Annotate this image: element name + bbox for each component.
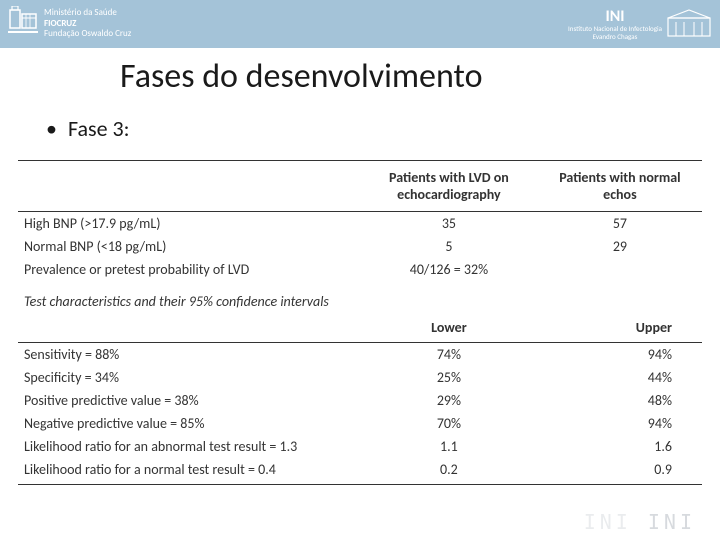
row-val: 40/126 = 32% xyxy=(360,258,538,281)
header-blank xyxy=(18,161,360,212)
page-title: Fases do desenvolvimento xyxy=(120,56,720,97)
row-val: 44% xyxy=(538,366,702,389)
row-val xyxy=(538,258,702,281)
row-label: Likelihood ratio for a normal test resul… xyxy=(18,458,360,485)
data-table: Patients with LVD on echocardiography Pa… xyxy=(18,160,702,485)
row-label: Specificity = 34% xyxy=(18,366,360,389)
ini-line: INI xyxy=(568,8,662,26)
ini-logo-icon xyxy=(666,8,712,40)
row-val: 74% xyxy=(360,343,538,367)
row-val: 0.9 xyxy=(538,458,702,485)
bullet-dot-icon: • xyxy=(46,115,57,142)
row-label: High BNP (>17.9 pg/mL) xyxy=(18,212,360,236)
table-row: Normal BNP (<18 pg/mL) 5 29 xyxy=(18,235,702,258)
chagas-line: Evandro Chagas xyxy=(568,33,662,41)
table-row: Sensitivity = 88% 74% 94% xyxy=(18,343,702,367)
row-label: Normal BNP (<18 pg/mL) xyxy=(18,235,360,258)
ministry-line: Ministério da Saúde xyxy=(44,8,131,19)
row-label: Positive predictive value = 38% xyxy=(18,389,360,412)
header-left-text: Ministério da Saúde FIOCRUZ Fundação Osw… xyxy=(44,8,131,40)
row-val: 1.1 xyxy=(360,435,538,458)
header-right-text: INI Instituto Nacional de Infectologia E… xyxy=(568,8,662,41)
row-val: 70% xyxy=(360,412,538,435)
header-normal: Patients with normal echos xyxy=(538,161,702,212)
row-val: 57 xyxy=(538,212,702,236)
table-row: Likelihood ratio for an abnormal test re… xyxy=(18,435,702,458)
section-heading-row: Test characteristics and their 95% confi… xyxy=(18,281,702,316)
data-table-container: Patients with LVD on echocardiography Pa… xyxy=(18,160,702,485)
table-row: Likelihood ratio for a normal test resul… xyxy=(18,458,702,485)
row-label: Negative predictive value = 85% xyxy=(18,412,360,435)
bullet-text: Fase 3: xyxy=(68,115,130,142)
row-val: 29% xyxy=(360,389,538,412)
table-row: Specificity = 34% 25% 44% xyxy=(18,366,702,389)
foundation-line: Fundação Oswaldo Cruz xyxy=(44,29,131,40)
row-label: Sensitivity = 88% xyxy=(18,343,360,367)
header-bar: Ministério da Saúde FIOCRUZ Fundação Osw… xyxy=(0,0,720,48)
row-val: 0.2 xyxy=(360,458,538,485)
row-val: 94% xyxy=(538,412,702,435)
header-left: Ministério da Saúde FIOCRUZ Fundação Osw… xyxy=(8,6,131,42)
table-row: Negative predictive value = 85% 70% 94% xyxy=(18,412,702,435)
table-row: Positive predictive value = 38% 29% 48% xyxy=(18,389,702,412)
watermark-solid: INI xyxy=(648,510,696,534)
row-val: 5 xyxy=(360,235,538,258)
row-val: 29 xyxy=(538,235,702,258)
row-label: Likelihood ratio for an abnormal test re… xyxy=(18,435,360,458)
row-val: 48% xyxy=(538,389,702,412)
table-header-row: Patients with LVD on echocardiography Pa… xyxy=(18,161,702,212)
sub-header-lower: Lower xyxy=(360,316,538,343)
table-row: High BNP (>17.9 pg/mL) 35 57 xyxy=(18,212,702,236)
row-label: Prevalence or pretest probability of LVD xyxy=(18,258,360,281)
row-val: 25% xyxy=(360,366,538,389)
header-right: INI Instituto Nacional de Infectologia E… xyxy=(568,8,712,41)
row-val: 35 xyxy=(360,212,538,236)
sub-header-row: Lower Upper xyxy=(18,316,702,343)
row-val: 94% xyxy=(538,343,702,367)
ministry-logo-icon xyxy=(8,6,38,42)
bullet-item: • Fase 3: xyxy=(46,115,720,142)
sub-header-blank xyxy=(18,316,360,343)
section-heading: Test characteristics and their 95% confi… xyxy=(18,281,702,316)
row-val: 1.6 xyxy=(538,435,702,458)
sub-header-upper: Upper xyxy=(538,316,702,343)
table-row: Prevalence or pretest probability of LVD… xyxy=(18,258,702,281)
watermark-faded: INI xyxy=(584,510,648,534)
watermark: INI INI xyxy=(584,510,696,534)
header-lvd: Patients with LVD on echocardiography xyxy=(360,161,538,212)
